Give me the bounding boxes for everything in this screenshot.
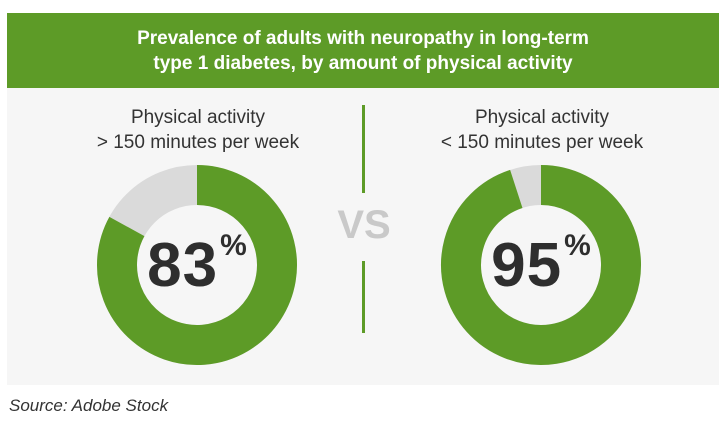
right-percentage: 95% (437, 161, 645, 369)
vs-separator: VS (337, 203, 391, 247)
right-category-label: Physical activity < 150 minutes per week (392, 105, 692, 155)
left-donut-filled-arc (97, 165, 297, 365)
right-percentage-value: 95 (491, 230, 563, 300)
source-caption: Source: Adobe Stock (9, 396, 169, 415)
left-percentage: 83% (93, 161, 301, 369)
infographic-panel: Prevalence of adults with neuropathy in … (7, 13, 719, 385)
left-donut: 83% (93, 161, 301, 369)
divider-bottom (362, 261, 365, 333)
right-label-line-2: < 150 minutes per week (440, 132, 644, 153)
chart-title-line-1: Prevalence of adults with neuropathy in … (137, 27, 589, 49)
right-percent-sign: % (564, 229, 591, 262)
left-label-line-1: Physical activity (130, 107, 266, 128)
left-percent-sign: % (220, 229, 247, 262)
left-donut-chart (97, 165, 297, 365)
left-percentage-value: 83 (147, 230, 219, 300)
divider-top (362, 105, 365, 193)
right-donut-filled-arc (441, 165, 641, 365)
right-donut: 95% (437, 161, 645, 369)
left-category-label: Physical activity > 150 minutes per week (48, 105, 348, 155)
left-label-line-2: > 150 minutes per week (96, 132, 300, 153)
chart-title-line-2: type 1 diabetes, by amount of physical a… (153, 52, 573, 74)
title-banner: Prevalence of adults with neuropathy in … (7, 13, 719, 88)
right-donut-chart (441, 165, 641, 365)
right-label-line-1: Physical activity (474, 107, 610, 128)
